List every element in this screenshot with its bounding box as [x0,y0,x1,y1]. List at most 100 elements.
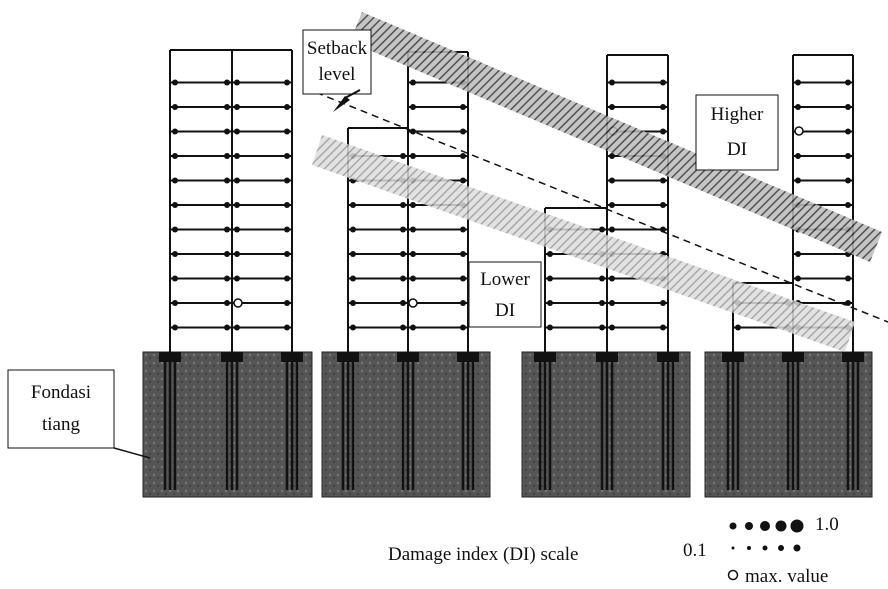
hinge [224,104,230,110]
higher-box [695,94,779,171]
hinge [845,300,851,306]
lower-label: Lower [480,269,530,290]
hinge [410,324,416,331]
hinge [172,202,178,208]
hinge [350,251,356,257]
hinge [599,300,605,306]
max-hinge [233,298,243,308]
hinge [172,79,178,86]
lower-di-band [312,135,855,352]
hinge [172,300,178,306]
hinge [234,251,240,257]
legend-dot [793,544,801,552]
hinge [284,324,290,331]
hinge [609,226,615,233]
hinge [284,251,290,257]
hinge [172,153,178,159]
foundation-label: tiang [42,414,80,435]
hinge [172,275,178,282]
hinge [609,202,615,208]
hinge [547,251,553,257]
hinge [609,300,615,306]
hinge [845,104,851,110]
hinge [660,300,666,306]
hinge [460,251,466,257]
foundation-box [7,369,115,449]
hinge [224,128,230,135]
legend-dot [729,522,737,530]
higher-di-band [350,12,882,262]
pile-cap [782,352,804,362]
hinge [224,177,230,184]
hinge [350,202,356,208]
hinge [400,300,406,306]
hinge [460,104,466,110]
hinge [660,324,666,331]
hinge [609,324,615,331]
hinge [234,128,240,135]
max-hinge [794,126,804,136]
pile-cap [657,352,679,362]
hinge [284,226,290,233]
setback-label: Setback [307,38,368,59]
hinge [234,202,240,208]
legend-dot [790,519,804,533]
hinge [350,275,356,282]
legend-max-value: max. value [745,566,828,587]
hinge [460,177,466,184]
hinge [224,275,230,282]
hinge [460,300,466,306]
hinge [795,79,801,86]
hinge [609,275,615,282]
hinge [599,324,605,331]
pile-cap [534,352,556,362]
pile-cap [159,352,181,362]
overlay: Setback level Higher DI Lower DI Fondasi… [7,12,888,587]
hinge [460,275,466,282]
hinge [234,104,240,110]
arrow [333,96,350,112]
hinge [410,128,416,135]
max-hinge [408,298,418,308]
legend-dot [762,545,768,551]
hinge [660,104,666,110]
hinge [660,177,666,184]
setback-line [304,87,888,323]
hinge [609,153,615,159]
setback-box [302,29,372,95]
hinge [410,153,416,159]
hinge [284,300,290,306]
hinge [845,275,851,282]
hinge [172,251,178,257]
hinge [350,226,356,233]
hinge [234,324,240,331]
legend-dot [778,545,784,551]
legend-dot [775,520,787,532]
lower-box [468,261,542,328]
hinge [234,177,240,184]
hinge [845,79,851,86]
hinge [284,153,290,159]
legend-dot [745,522,753,530]
hinge [172,128,178,135]
hinge [735,324,741,331]
hinge [460,324,466,331]
hinge [224,79,230,86]
hinge [224,226,230,233]
hinge [400,202,406,208]
legend-dots [727,519,804,581]
hinge [224,202,230,208]
foundation-label: Fondasi [31,382,91,403]
hinge [845,177,851,184]
hinge [845,202,851,208]
hinge [234,153,240,159]
hinge [400,153,406,159]
hinge [234,226,240,233]
hinge [410,104,416,110]
hinge [609,104,615,110]
hinge [460,226,466,233]
hinge [609,177,615,184]
pile-cap [457,352,479,362]
hinge [400,324,406,331]
